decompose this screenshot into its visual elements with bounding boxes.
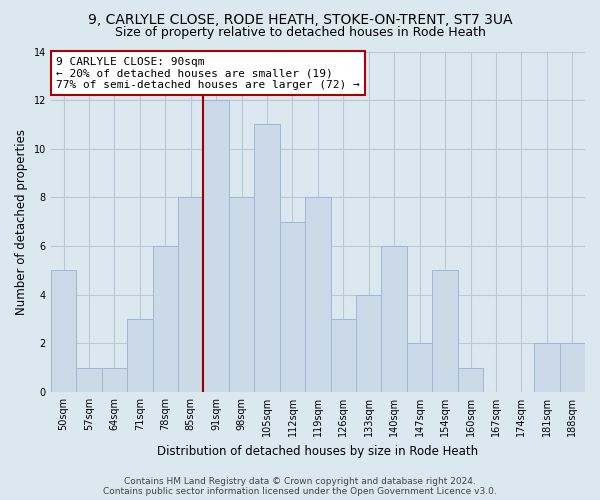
Bar <box>382 246 407 392</box>
Bar <box>178 198 203 392</box>
Bar <box>76 368 101 392</box>
Bar <box>254 124 280 392</box>
Text: Contains HM Land Registry data © Crown copyright and database right 2024.
Contai: Contains HM Land Registry data © Crown c… <box>103 476 497 496</box>
Bar <box>305 198 331 392</box>
Text: Size of property relative to detached houses in Rode Heath: Size of property relative to detached ho… <box>115 26 485 39</box>
Bar <box>534 344 560 392</box>
Bar <box>51 270 76 392</box>
Bar <box>433 270 458 392</box>
Y-axis label: Number of detached properties: Number of detached properties <box>15 129 28 315</box>
Bar <box>560 344 585 392</box>
Bar <box>101 368 127 392</box>
Text: 9, CARLYLE CLOSE, RODE HEATH, STOKE-ON-TRENT, ST7 3UA: 9, CARLYLE CLOSE, RODE HEATH, STOKE-ON-T… <box>88 12 512 26</box>
Bar <box>127 319 152 392</box>
Bar <box>203 100 229 392</box>
X-axis label: Distribution of detached houses by size in Rode Heath: Distribution of detached houses by size … <box>157 444 478 458</box>
Text: 9 CARLYLE CLOSE: 90sqm
← 20% of detached houses are smaller (19)
77% of semi-det: 9 CARLYLE CLOSE: 90sqm ← 20% of detached… <box>56 56 360 90</box>
Bar <box>229 198 254 392</box>
Bar <box>458 368 483 392</box>
Bar <box>356 295 382 392</box>
Bar <box>407 344 433 392</box>
Bar <box>280 222 305 392</box>
Bar <box>331 319 356 392</box>
Bar <box>152 246 178 392</box>
